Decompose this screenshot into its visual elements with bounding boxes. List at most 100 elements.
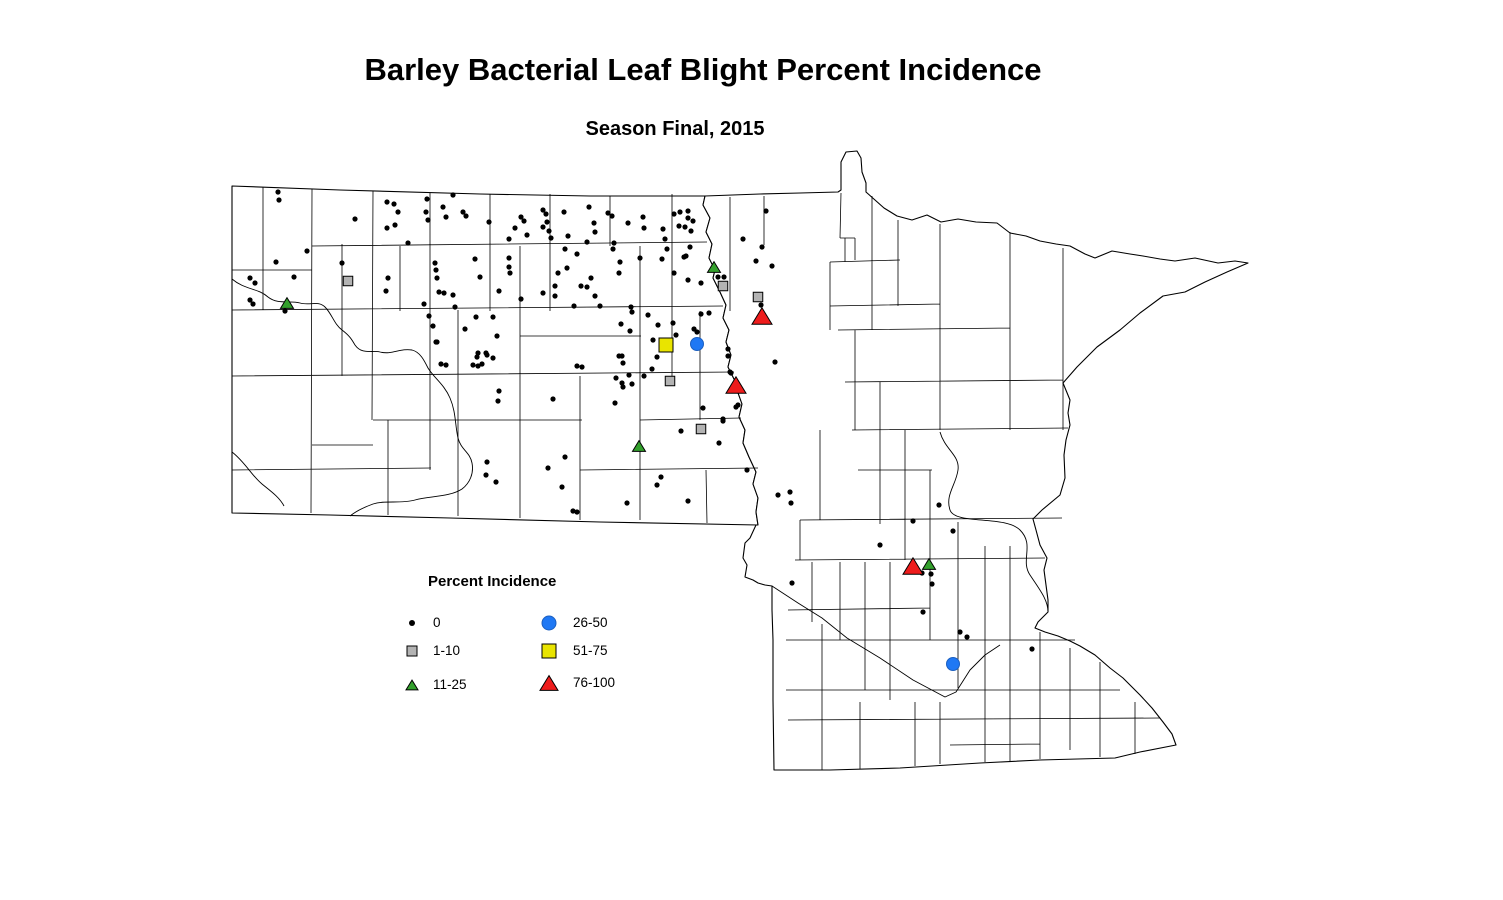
map-point-0 xyxy=(763,208,769,214)
map-point-0 xyxy=(392,222,398,228)
map-point-0 xyxy=(391,201,397,207)
legend-title: Percent Incidence xyxy=(428,573,557,590)
map-point-0 xyxy=(543,211,549,217)
map-point-0 xyxy=(721,274,727,280)
map-point-0 xyxy=(964,634,970,640)
map-point-0 xyxy=(700,405,706,411)
map-point-0 xyxy=(715,274,721,280)
map-point-0 xyxy=(426,313,432,319)
map-point-0 xyxy=(424,196,430,202)
map-point-0 xyxy=(443,214,449,220)
north-dakota-county-lines xyxy=(231,187,759,524)
map-point-0 xyxy=(720,416,726,422)
map-point-0 xyxy=(385,275,391,281)
map-point-0 xyxy=(477,274,483,280)
map-point-0 xyxy=(660,226,666,232)
map-point-0 xyxy=(405,240,411,246)
map-point-0 xyxy=(637,255,643,261)
map-point-0 xyxy=(490,355,496,361)
map-point-0 xyxy=(759,244,765,250)
map-point-0 xyxy=(506,255,512,261)
map-point-0 xyxy=(683,253,689,259)
map-point-0 xyxy=(470,362,476,368)
map-point-0 xyxy=(950,528,956,534)
map-point-0 xyxy=(698,280,704,286)
map-point-0 xyxy=(433,267,439,273)
triangle-76-100-icon xyxy=(539,674,559,691)
map-point-0 xyxy=(588,275,594,281)
map-point-0 xyxy=(521,218,527,224)
map-point-0 xyxy=(685,277,691,283)
map-point-0 xyxy=(772,359,778,365)
map-point-0 xyxy=(616,270,622,276)
legend-label-51-75: 51-75 xyxy=(573,643,608,658)
map-point-0 xyxy=(291,274,297,280)
map-point-0 xyxy=(493,479,499,485)
map-point-0 xyxy=(626,372,632,378)
map-point-0 xyxy=(250,301,256,307)
map-point-0 xyxy=(664,246,670,252)
map-point-0 xyxy=(555,270,561,276)
map-point-0 xyxy=(496,388,502,394)
map-point-0 xyxy=(609,213,615,219)
map-point-0 xyxy=(677,209,683,215)
map-point-0 xyxy=(706,310,712,316)
map-point-0 xyxy=(658,474,664,480)
map-point-0 xyxy=(645,312,651,318)
dot-0-icon xyxy=(409,620,415,626)
page-subtitle: Season Final, 2015 xyxy=(585,118,765,140)
map-point-0 xyxy=(395,209,401,215)
map-point-0 xyxy=(619,353,625,359)
map-point-76-100 xyxy=(725,375,747,394)
map-point-0 xyxy=(671,211,677,217)
map-point-0 xyxy=(484,459,490,465)
map-point-0 xyxy=(877,542,883,548)
map-point-0 xyxy=(463,213,469,219)
map-point-0 xyxy=(282,308,288,314)
map-point-0 xyxy=(619,380,625,386)
page-title: Barley Bacterial Leaf Blight Percent Inc… xyxy=(364,52,1042,87)
map-point-0 xyxy=(275,189,281,195)
map-point-0 xyxy=(627,328,633,334)
map-point-0 xyxy=(725,353,731,359)
map-point-0 xyxy=(462,326,468,332)
map-point-0 xyxy=(507,270,513,276)
map-point-0 xyxy=(610,246,616,252)
legend-label-11-25: 11-25 xyxy=(433,677,467,692)
map-point-0 xyxy=(352,216,358,222)
map-point-0 xyxy=(430,323,436,329)
map-point-0 xyxy=(591,220,597,226)
map-point-0 xyxy=(694,329,700,335)
map-point-0 xyxy=(490,314,496,320)
map-point-0 xyxy=(561,209,567,215)
map-point-0 xyxy=(434,339,440,345)
mississippi-river xyxy=(939,431,1049,613)
map-point-0 xyxy=(564,265,570,271)
map-point-0 xyxy=(641,373,647,379)
map-point-0 xyxy=(592,293,598,299)
legend-label-1-10: 1-10 xyxy=(433,643,461,658)
map-point-0 xyxy=(441,290,447,296)
map-point-0 xyxy=(304,248,310,254)
map-point-0 xyxy=(624,500,630,506)
map-point-0 xyxy=(611,240,617,246)
map-point-0 xyxy=(617,259,623,265)
map-point-0 xyxy=(957,629,963,635)
markers-layer xyxy=(247,189,1035,671)
triangle-11-25-icon xyxy=(405,679,419,691)
map-point-0 xyxy=(562,246,568,252)
map-point-0 xyxy=(654,354,660,360)
map-point-0 xyxy=(605,210,611,216)
map-point-0 xyxy=(629,381,635,387)
map-point-0 xyxy=(483,472,489,478)
map-point-0 xyxy=(384,199,390,205)
map-point-0 xyxy=(571,303,577,309)
map-point-0 xyxy=(438,361,444,367)
map-point-51-75 xyxy=(658,337,674,353)
map-point-0 xyxy=(698,311,704,317)
map-point-0 xyxy=(552,283,558,289)
map-point-0 xyxy=(247,297,253,303)
map-point-0 xyxy=(475,363,481,369)
map-point-0 xyxy=(421,301,427,307)
